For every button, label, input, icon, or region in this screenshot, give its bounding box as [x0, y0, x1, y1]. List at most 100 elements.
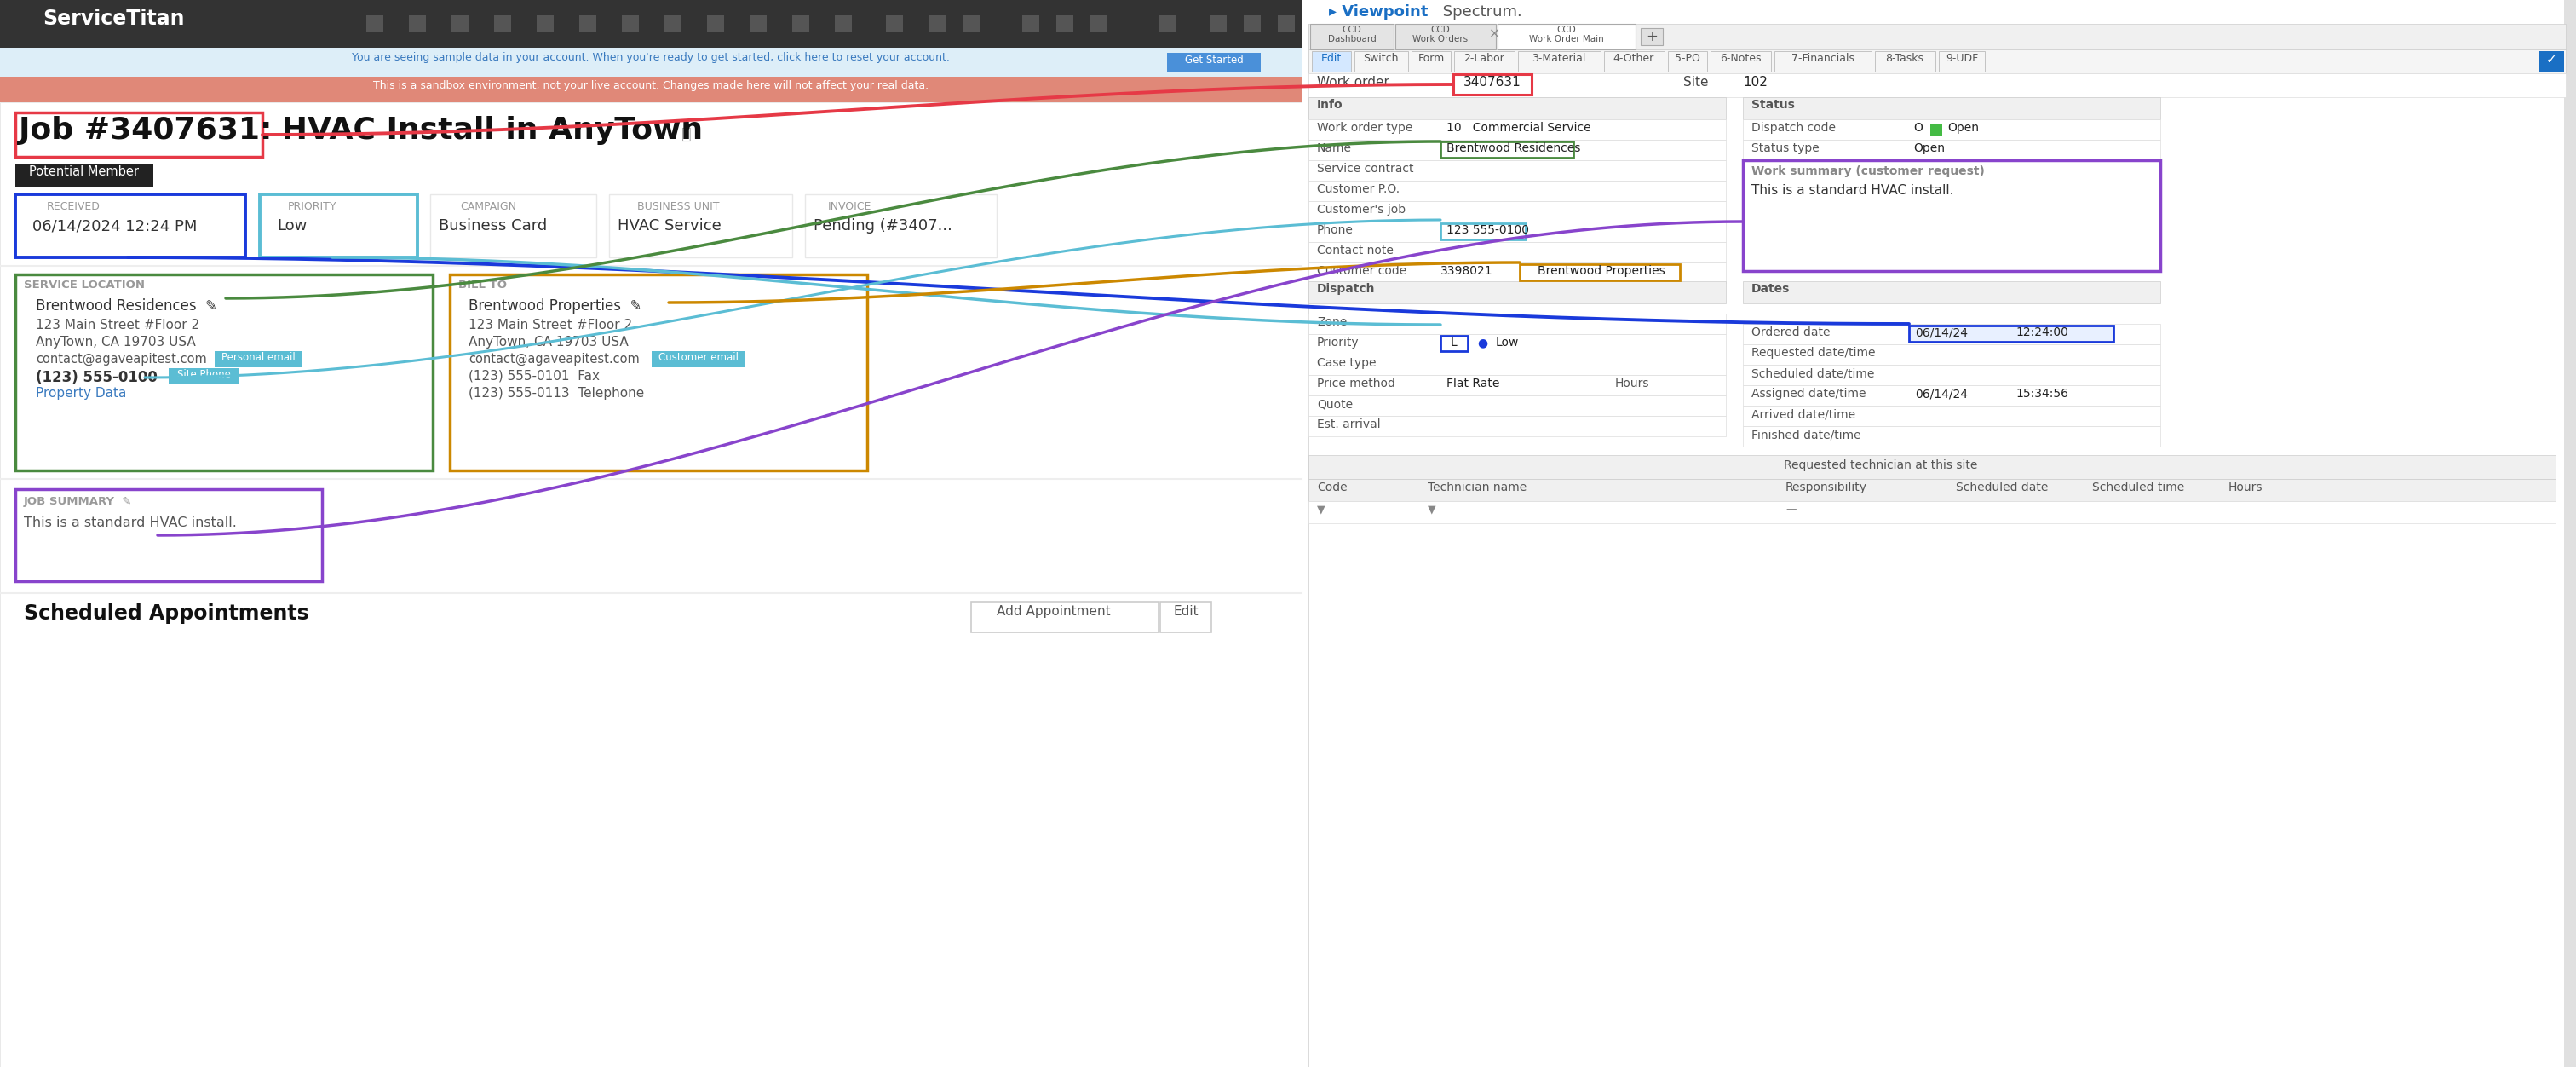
- Bar: [1309, 140, 1726, 160]
- Text: ▸ Viewpoint: ▸ Viewpoint: [1329, 4, 1427, 19]
- Text: Finished date/time: Finished date/time: [1752, 429, 1860, 441]
- Bar: [15, 163, 155, 188]
- Text: Dashboard: Dashboard: [1327, 35, 1376, 44]
- Bar: [451, 274, 868, 471]
- Bar: [1309, 0, 2566, 23]
- Text: 3407631: 3407631: [1463, 76, 1522, 89]
- Text: ▼: ▼: [1427, 504, 1435, 514]
- Text: 15:34:56: 15:34:56: [2014, 387, 2069, 400]
- Bar: [1309, 354, 1726, 375]
- Text: Technician name: Technician name: [1427, 481, 1528, 493]
- Text: Job #3407631:: Job #3407631:: [18, 116, 273, 145]
- Text: Potential Member: Potential Member: [28, 165, 139, 178]
- Text: Quote: Quote: [1316, 398, 1352, 410]
- Text: 06/14/2024 12:24 PM: 06/14/2024 12:24 PM: [33, 218, 198, 234]
- Bar: [1744, 120, 2161, 140]
- Text: Name: Name: [1316, 142, 1352, 155]
- Bar: [1355, 51, 1409, 71]
- Bar: [214, 351, 301, 367]
- Text: Code: Code: [1316, 481, 1347, 493]
- Bar: [1309, 74, 2566, 97]
- Bar: [1309, 180, 1726, 201]
- Text: BUSINESS UNIT: BUSINESS UNIT: [636, 201, 719, 212]
- Text: Dates: Dates: [1752, 283, 1790, 294]
- Text: Scheduled date/time: Scheduled date/time: [1752, 367, 1875, 379]
- Text: 7-Financials: 7-Financials: [1790, 53, 1855, 64]
- Bar: [1309, 0, 2576, 1067]
- Bar: [1311, 51, 1350, 71]
- Text: —: —: [1785, 504, 1795, 514]
- Text: O: O: [1914, 122, 1922, 133]
- Bar: [963, 15, 979, 32]
- Text: PRIORITY: PRIORITY: [289, 201, 337, 212]
- Text: Add Appointment: Add Appointment: [997, 605, 1110, 618]
- Bar: [1309, 282, 1726, 303]
- Text: CCD: CCD: [1430, 26, 1450, 34]
- Text: 06/14/24: 06/14/24: [1914, 327, 1968, 338]
- Bar: [1667, 51, 1708, 71]
- Bar: [0, 77, 1301, 102]
- Bar: [1309, 49, 2566, 74]
- Text: ▼: ▼: [1316, 504, 1324, 514]
- Bar: [495, 15, 510, 32]
- Text: L: L: [1450, 336, 1458, 349]
- Text: Arrived date/time: Arrived date/time: [1752, 409, 1855, 420]
- Text: contact@agaveapitest.com: contact@agaveapitest.com: [36, 353, 206, 366]
- Text: Requested technician at this site: Requested technician at this site: [1783, 460, 1978, 472]
- Bar: [1309, 120, 1726, 140]
- Text: This is a sandbox environment, not your live account. Changes made here will not: This is a sandbox environment, not your …: [374, 80, 927, 91]
- Text: Responsibility: Responsibility: [1785, 481, 1868, 493]
- Bar: [1497, 23, 1636, 49]
- Text: Open: Open: [1914, 142, 1945, 155]
- Text: Requested date/time: Requested date/time: [1752, 347, 1875, 359]
- Bar: [0, 48, 1301, 77]
- Text: Dispatch: Dispatch: [1316, 283, 1376, 294]
- Text: CCD: CCD: [1342, 26, 1363, 34]
- Bar: [1309, 242, 1726, 262]
- Bar: [1309, 201, 1726, 222]
- Text: 123 555-0100: 123 555-0100: [1448, 224, 1530, 236]
- Text: Spectrum.: Spectrum.: [1437, 4, 1522, 19]
- Bar: [15, 489, 322, 582]
- Text: Work Orders: Work Orders: [1412, 35, 1468, 44]
- Bar: [0, 0, 1301, 48]
- Text: 6-Notes: 6-Notes: [1721, 53, 1762, 64]
- Bar: [608, 194, 793, 257]
- Text: Site Phone: Site Phone: [178, 369, 229, 380]
- Bar: [1909, 325, 2112, 341]
- Text: 4-Other: 4-Other: [1613, 53, 1654, 64]
- Text: Edit: Edit: [1172, 605, 1198, 618]
- Bar: [1440, 336, 1468, 351]
- Bar: [2563, 0, 2576, 1067]
- Text: Brentwood Residences  ✎: Brentwood Residences ✎: [36, 299, 216, 314]
- Text: Customer P.O.: Customer P.O.: [1316, 184, 1399, 195]
- Text: Brentwood Properties  ✎: Brentwood Properties ✎: [469, 299, 641, 314]
- Bar: [167, 368, 240, 384]
- Text: ●: ●: [1476, 336, 1486, 349]
- Bar: [1309, 160, 1726, 180]
- Bar: [1278, 15, 1296, 32]
- Bar: [15, 274, 433, 471]
- Text: 12:24:00: 12:24:00: [2014, 327, 2069, 338]
- Text: 123 Main Street #Floor 2: 123 Main Street #Floor 2: [469, 319, 631, 332]
- Text: 10   Commercial Service: 10 Commercial Service: [1448, 122, 1592, 133]
- Bar: [536, 15, 554, 32]
- Text: Customer email: Customer email: [659, 352, 739, 363]
- Text: Personal email: Personal email: [222, 352, 296, 363]
- Bar: [621, 15, 639, 32]
- Bar: [1453, 51, 1515, 71]
- Text: RECEIVED: RECEIVED: [46, 201, 100, 212]
- Text: Priority: Priority: [1316, 336, 1360, 349]
- Bar: [1744, 140, 2161, 160]
- Bar: [1775, 51, 1873, 71]
- Bar: [1412, 51, 1450, 71]
- Text: Case type: Case type: [1316, 357, 1376, 369]
- Text: Scheduled time: Scheduled time: [2092, 481, 2184, 493]
- Text: Assigned date/time: Assigned date/time: [1752, 387, 1865, 400]
- Text: Form: Form: [1417, 53, 1445, 64]
- Bar: [804, 194, 997, 257]
- Bar: [1244, 15, 1260, 32]
- Bar: [2537, 51, 2563, 71]
- Text: CAMPAIGN: CAMPAIGN: [461, 201, 515, 212]
- Text: This is a standard HVAC install.: This is a standard HVAC install.: [23, 516, 237, 529]
